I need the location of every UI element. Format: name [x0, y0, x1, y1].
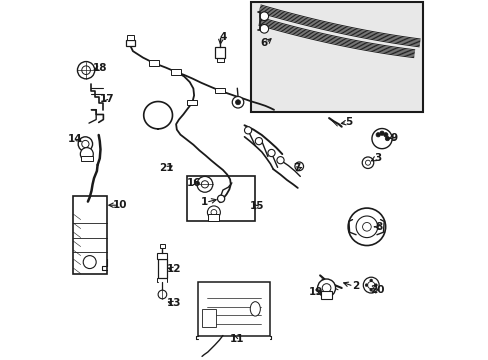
Text: 10: 10	[113, 200, 127, 210]
Circle shape	[362, 157, 373, 168]
Circle shape	[294, 162, 303, 171]
Text: 3: 3	[373, 153, 381, 163]
Circle shape	[244, 127, 251, 134]
Circle shape	[317, 279, 335, 297]
Bar	[157, 253, 167, 259]
Text: 8: 8	[375, 222, 382, 232]
Bar	[187, 100, 197, 105]
Circle shape	[217, 195, 224, 202]
Text: 21: 21	[159, 163, 173, 174]
Text: 14: 14	[68, 134, 82, 144]
Circle shape	[347, 208, 385, 246]
Text: 15: 15	[249, 201, 264, 211]
Bar	[215, 47, 224, 58]
Circle shape	[379, 131, 384, 135]
Bar	[127, 35, 133, 40]
Circle shape	[385, 136, 389, 141]
Bar	[250, 2, 422, 112]
Circle shape	[260, 12, 268, 21]
Circle shape	[367, 282, 374, 289]
Circle shape	[211, 210, 216, 215]
Text: 5: 5	[345, 117, 352, 127]
Text: 6: 6	[260, 38, 267, 48]
Bar	[73, 196, 106, 274]
Text: 13: 13	[166, 298, 181, 308]
Circle shape	[232, 96, 244, 108]
Circle shape	[371, 129, 391, 149]
Circle shape	[78, 137, 92, 151]
Text: 12: 12	[167, 264, 181, 274]
Bar	[160, 244, 164, 248]
Bar	[125, 40, 135, 46]
Circle shape	[197, 176, 212, 192]
Bar	[158, 259, 166, 278]
Text: 4: 4	[219, 32, 226, 42]
Circle shape	[365, 284, 367, 287]
Circle shape	[365, 160, 370, 165]
Circle shape	[369, 279, 372, 282]
Circle shape	[322, 284, 330, 292]
Text: 11: 11	[229, 334, 244, 344]
Bar	[186, 176, 255, 221]
Bar	[148, 60, 159, 66]
Text: 16: 16	[186, 178, 201, 188]
Ellipse shape	[250, 302, 260, 316]
Circle shape	[375, 132, 380, 137]
Text: 9: 9	[389, 132, 397, 143]
Text: 2: 2	[351, 281, 358, 291]
Circle shape	[355, 216, 377, 238]
Circle shape	[235, 100, 240, 105]
Bar	[208, 214, 219, 221]
Circle shape	[81, 140, 89, 148]
Circle shape	[374, 284, 377, 287]
Circle shape	[363, 277, 378, 293]
Circle shape	[255, 138, 262, 145]
Circle shape	[77, 62, 95, 79]
Text: 17: 17	[100, 94, 114, 104]
Circle shape	[83, 256, 96, 269]
Bar	[81, 156, 92, 161]
Text: 19: 19	[308, 287, 322, 297]
Circle shape	[81, 66, 90, 75]
Bar	[320, 291, 332, 299]
Circle shape	[80, 148, 93, 161]
Circle shape	[207, 206, 220, 219]
Text: 7: 7	[292, 163, 300, 174]
Circle shape	[362, 222, 370, 231]
Text: 20: 20	[369, 285, 384, 295]
Bar	[215, 88, 224, 93]
Circle shape	[276, 157, 284, 164]
Bar	[202, 309, 216, 327]
Circle shape	[201, 181, 208, 188]
Text: 18: 18	[92, 63, 107, 73]
Circle shape	[260, 24, 268, 33]
Circle shape	[369, 288, 372, 291]
Circle shape	[267, 149, 275, 157]
Bar	[197, 282, 269, 336]
Bar	[171, 69, 181, 75]
Circle shape	[158, 290, 166, 299]
Text: 1: 1	[200, 197, 207, 207]
Circle shape	[383, 132, 387, 137]
